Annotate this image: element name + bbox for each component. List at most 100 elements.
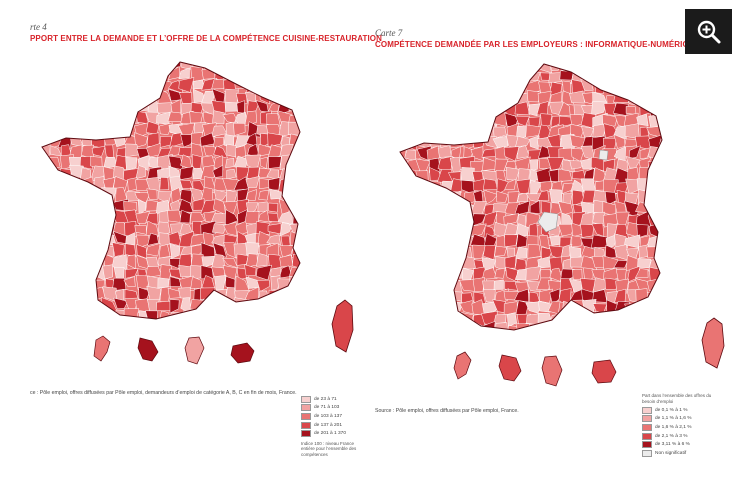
map-zone [288, 275, 300, 292]
map-zone [591, 234, 608, 249]
map-zone [419, 113, 429, 126]
left-overseas-guadeloupe [93, 335, 111, 362]
map-zone [494, 268, 506, 279]
map-zone [299, 253, 300, 268]
map-zone [42, 122, 52, 137]
right-zone-non-significatif [598, 149, 609, 161]
map-zone [47, 286, 59, 303]
map-zone [647, 68, 662, 86]
map-zone [303, 80, 315, 90]
map-zone [660, 80, 662, 94]
map-zone [257, 143, 272, 157]
map-zone [636, 113, 649, 127]
map-zone [558, 311, 574, 327]
map-zone [657, 292, 662, 304]
map-zone [244, 110, 258, 127]
map-zone [57, 179, 70, 192]
map-zone [548, 72, 563, 83]
right-overseas-reunion [591, 359, 617, 384]
map-zone [278, 62, 291, 70]
right-legend-item: de 2,1 % à 3 % [642, 432, 712, 441]
map-zone [602, 137, 617, 151]
map-zone [529, 199, 541, 214]
map-zone [159, 177, 170, 191]
right-legend-label: de 1,1 % à 1,6 % [655, 416, 692, 422]
map-zone [657, 113, 662, 129]
map-zone [450, 178, 464, 193]
map-zone [258, 189, 270, 201]
map-zone [481, 267, 498, 280]
map-zone [299, 122, 300, 138]
map-zone [48, 210, 63, 226]
map-zone [246, 311, 261, 319]
map-zone [156, 300, 172, 311]
map-zone [626, 247, 640, 259]
map-zone [427, 103, 443, 118]
map-zone [68, 69, 85, 81]
map-zone [571, 235, 584, 248]
map-zone [303, 290, 311, 299]
map-zone [147, 232, 159, 246]
map-zone [625, 106, 637, 115]
map-zone [471, 68, 487, 85]
map-zone [448, 125, 465, 138]
map-zone [400, 180, 409, 192]
map-zone [405, 138, 418, 151]
map-zone [92, 62, 103, 72]
map-zone [304, 103, 315, 114]
map-zone [42, 275, 52, 288]
map-zone [400, 269, 409, 283]
map-zone [437, 81, 454, 93]
map-zone [57, 110, 74, 126]
map-zone [266, 309, 281, 319]
map-zone [627, 69, 641, 83]
map-zone [657, 323, 662, 330]
map-zone [428, 299, 439, 314]
map-zone [48, 66, 58, 83]
map-zone [69, 255, 85, 270]
map-zone [459, 68, 475, 86]
map-zone [203, 298, 217, 312]
map-zone [159, 264, 173, 281]
map-zone [70, 122, 81, 137]
map-zone [658, 201, 662, 215]
map-zone [111, 242, 125, 257]
map-zone [136, 78, 148, 94]
map-zone [257, 201, 268, 212]
map-zone [605, 244, 617, 259]
map-zone [656, 191, 662, 206]
map-zone [70, 266, 82, 278]
map-zone [624, 303, 640, 316]
map-zone [42, 101, 52, 115]
map-zone [425, 268, 443, 281]
map-zone [288, 121, 300, 136]
map-zone [223, 242, 237, 259]
map-zone [636, 178, 651, 191]
map-zone [400, 115, 410, 128]
map-zone [211, 100, 228, 115]
left-overseas-guyane [184, 336, 205, 365]
map-zone [222, 66, 238, 80]
map-zone [256, 279, 271, 292]
map-zone [494, 245, 508, 257]
map-zone [178, 287, 191, 299]
map-zone [657, 310, 662, 327]
map-zone [292, 144, 300, 158]
map-zone [492, 68, 509, 80]
map-zone [123, 308, 140, 319]
map-zone [634, 268, 649, 279]
map-zone [514, 258, 527, 271]
map-zone [180, 134, 195, 148]
map-zone [167, 111, 183, 122]
right-overseas-guadeloupe [453, 351, 472, 380]
map-zone [400, 214, 408, 227]
left-legend-item: de 71 à 103 [301, 404, 361, 413]
map-zone [258, 67, 271, 81]
map-zone [288, 62, 300, 72]
map-zone [448, 248, 465, 261]
map-zone [102, 264, 113, 280]
zoom-button[interactable] [685, 9, 732, 54]
map-zone [113, 66, 126, 81]
map-zone [593, 313, 608, 324]
map-zone [112, 277, 127, 291]
